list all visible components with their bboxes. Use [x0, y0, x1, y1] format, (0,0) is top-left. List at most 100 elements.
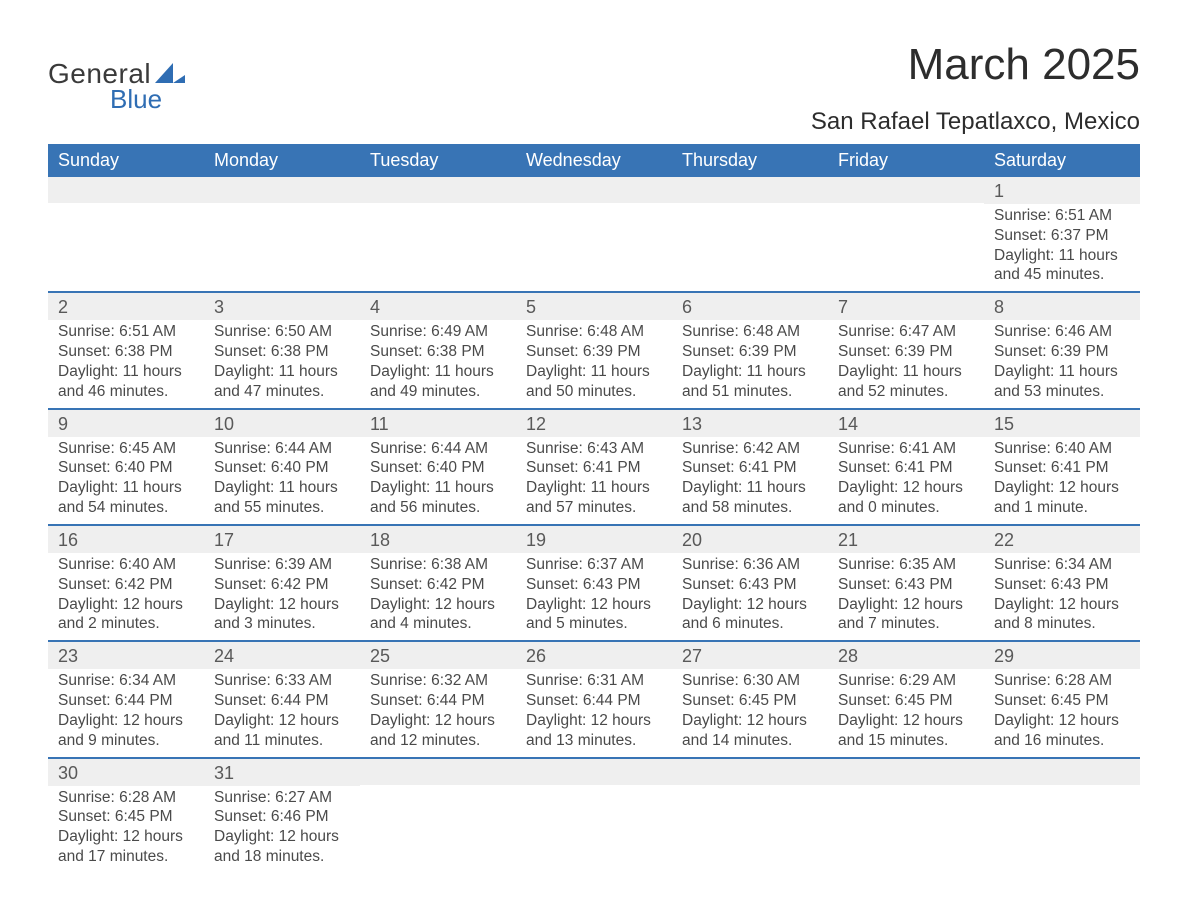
day-content: Sunrise: 6:44 AMSunset: 6:40 PMDaylight:… [360, 437, 516, 524]
sunset-text: Sunset: 6:44 PM [214, 691, 350, 711]
sunset-text: Sunset: 6:39 PM [682, 342, 818, 362]
daylight-text: Daylight: 12 hours and 16 minutes. [994, 711, 1130, 751]
sunset-text: Sunset: 6:44 PM [58, 691, 194, 711]
day-content: Sunrise: 6:30 AMSunset: 6:45 PMDaylight:… [672, 669, 828, 756]
day-number: 29 [984, 642, 1140, 669]
day-content: Sunrise: 6:29 AMSunset: 6:45 PMDaylight:… [828, 669, 984, 756]
day-content: Sunrise: 6:41 AMSunset: 6:41 PMDaylight:… [828, 437, 984, 524]
day-number: 26 [516, 642, 672, 669]
sunrise-text: Sunrise: 6:51 AM [58, 322, 194, 342]
day-number [360, 177, 516, 203]
sunset-text: Sunset: 6:44 PM [526, 691, 662, 711]
sunrise-text: Sunrise: 6:51 AM [994, 206, 1130, 226]
sunrise-text: Sunrise: 6:50 AM [214, 322, 350, 342]
calendar-day-cell: 28Sunrise: 6:29 AMSunset: 6:45 PMDayligh… [828, 641, 984, 757]
calendar-day-cell: 26Sunrise: 6:31 AMSunset: 6:44 PMDayligh… [516, 641, 672, 757]
calendar-day-cell [204, 177, 360, 292]
day-number: 19 [516, 526, 672, 553]
day-number [360, 759, 516, 785]
calendar-week-row: 2Sunrise: 6:51 AMSunset: 6:38 PMDaylight… [48, 292, 1140, 408]
sunset-text: Sunset: 6:38 PM [370, 342, 506, 362]
day-number [516, 759, 672, 785]
sunset-text: Sunset: 6:41 PM [682, 458, 818, 478]
sunset-text: Sunset: 6:38 PM [214, 342, 350, 362]
day-number: 22 [984, 526, 1140, 553]
calendar-day-cell [360, 758, 516, 873]
daylight-text: Daylight: 12 hours and 11 minutes. [214, 711, 350, 751]
calendar-day-cell: 19Sunrise: 6:37 AMSunset: 6:43 PMDayligh… [516, 525, 672, 641]
sunset-text: Sunset: 6:39 PM [838, 342, 974, 362]
daylight-text: Daylight: 12 hours and 14 minutes. [682, 711, 818, 751]
day-content: Sunrise: 6:38 AMSunset: 6:42 PMDaylight:… [360, 553, 516, 640]
daylight-text: Daylight: 12 hours and 9 minutes. [58, 711, 194, 751]
calendar-day-cell: 20Sunrise: 6:36 AMSunset: 6:43 PMDayligh… [672, 525, 828, 641]
calendar-week-row: 23Sunrise: 6:34 AMSunset: 6:44 PMDayligh… [48, 641, 1140, 757]
calendar-day-cell: 12Sunrise: 6:43 AMSunset: 6:41 PMDayligh… [516, 409, 672, 525]
day-number: 3 [204, 293, 360, 320]
day-content: Sunrise: 6:27 AMSunset: 6:46 PMDaylight:… [204, 786, 360, 873]
location-subtitle: San Rafael Tepatlaxco, Mexico [811, 108, 1140, 136]
calendar-day-cell: 18Sunrise: 6:38 AMSunset: 6:42 PMDayligh… [360, 525, 516, 641]
calendar-day-cell [672, 758, 828, 873]
day-content: Sunrise: 6:40 AMSunset: 6:42 PMDaylight:… [48, 553, 204, 640]
calendar-day-cell [672, 177, 828, 292]
daylight-text: Daylight: 11 hours and 45 minutes. [994, 246, 1130, 286]
sunset-text: Sunset: 6:41 PM [838, 458, 974, 478]
day-number [672, 759, 828, 785]
day-content: Sunrise: 6:39 AMSunset: 6:42 PMDaylight:… [204, 553, 360, 640]
day-number: 14 [828, 410, 984, 437]
sunrise-text: Sunrise: 6:44 AM [370, 439, 506, 459]
daylight-text: Daylight: 12 hours and 13 minutes. [526, 711, 662, 751]
sunrise-text: Sunrise: 6:38 AM [370, 555, 506, 575]
day-number [204, 177, 360, 203]
sunrise-text: Sunrise: 6:28 AM [58, 788, 194, 808]
sunset-text: Sunset: 6:46 PM [214, 807, 350, 827]
day-number: 15 [984, 410, 1140, 437]
day-content: Sunrise: 6:48 AMSunset: 6:39 PMDaylight:… [672, 320, 828, 407]
day-number: 11 [360, 410, 516, 437]
sunrise-text: Sunrise: 6:48 AM [682, 322, 818, 342]
day-number: 31 [204, 759, 360, 786]
daylight-text: Daylight: 12 hours and 17 minutes. [58, 827, 194, 867]
calendar-day-cell: 16Sunrise: 6:40 AMSunset: 6:42 PMDayligh… [48, 525, 204, 641]
daylight-text: Daylight: 12 hours and 5 minutes. [526, 595, 662, 635]
calendar-table: Sunday Monday Tuesday Wednesday Thursday… [48, 144, 1140, 873]
day-content: Sunrise: 6:37 AMSunset: 6:43 PMDaylight:… [516, 553, 672, 640]
col-header: Tuesday [360, 144, 516, 177]
sunset-text: Sunset: 6:43 PM [526, 575, 662, 595]
daylight-text: Daylight: 11 hours and 57 minutes. [526, 478, 662, 518]
sunset-text: Sunset: 6:45 PM [838, 691, 974, 711]
day-number: 17 [204, 526, 360, 553]
daylight-text: Daylight: 12 hours and 15 minutes. [838, 711, 974, 751]
sunrise-text: Sunrise: 6:32 AM [370, 671, 506, 691]
calendar-day-cell [828, 177, 984, 292]
day-content [516, 203, 672, 211]
day-number: 12 [516, 410, 672, 437]
calendar-day-cell [984, 758, 1140, 873]
day-content: Sunrise: 6:44 AMSunset: 6:40 PMDaylight:… [204, 437, 360, 524]
day-number: 16 [48, 526, 204, 553]
day-content: Sunrise: 6:46 AMSunset: 6:39 PMDaylight:… [984, 320, 1140, 407]
day-number: 7 [828, 293, 984, 320]
logo-word-blue: Blue [110, 84, 162, 115]
sunset-text: Sunset: 6:43 PM [682, 575, 818, 595]
sunrise-text: Sunrise: 6:37 AM [526, 555, 662, 575]
calendar-day-cell: 13Sunrise: 6:42 AMSunset: 6:41 PMDayligh… [672, 409, 828, 525]
calendar-day-cell: 22Sunrise: 6:34 AMSunset: 6:43 PMDayligh… [984, 525, 1140, 641]
calendar-week-row: 16Sunrise: 6:40 AMSunset: 6:42 PMDayligh… [48, 525, 1140, 641]
day-number: 13 [672, 410, 828, 437]
calendar-day-cell: 29Sunrise: 6:28 AMSunset: 6:45 PMDayligh… [984, 641, 1140, 757]
sunrise-text: Sunrise: 6:48 AM [526, 322, 662, 342]
sunrise-text: Sunrise: 6:27 AM [214, 788, 350, 808]
day-number: 1 [984, 177, 1140, 204]
sunset-text: Sunset: 6:39 PM [994, 342, 1130, 362]
calendar-week-row: 1Sunrise: 6:51 AMSunset: 6:37 PMDaylight… [48, 177, 1140, 292]
day-number: 2 [48, 293, 204, 320]
sunset-text: Sunset: 6:40 PM [58, 458, 194, 478]
calendar-day-cell: 8Sunrise: 6:46 AMSunset: 6:39 PMDaylight… [984, 292, 1140, 408]
daylight-text: Daylight: 12 hours and 12 minutes. [370, 711, 506, 751]
day-content: Sunrise: 6:32 AMSunset: 6:44 PMDaylight:… [360, 669, 516, 756]
sunset-text: Sunset: 6:44 PM [370, 691, 506, 711]
day-content: Sunrise: 6:28 AMSunset: 6:45 PMDaylight:… [984, 669, 1140, 756]
day-content: Sunrise: 6:31 AMSunset: 6:44 PMDaylight:… [516, 669, 672, 756]
